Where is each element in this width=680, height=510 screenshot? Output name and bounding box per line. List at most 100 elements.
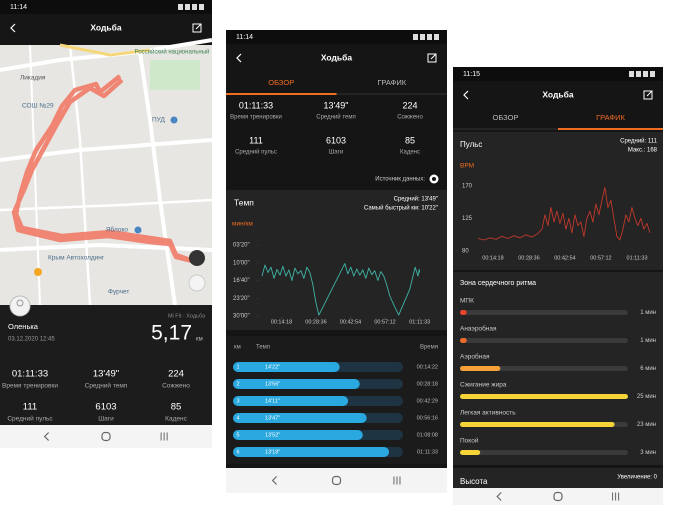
- date: 03.12.2020 12:45: [8, 337, 55, 343]
- km-label: 6: [236, 449, 239, 455]
- stat-value: 13'49": [93, 369, 119, 380]
- tab[interactable]: ГРАФИК: [596, 113, 625, 122]
- nav-home[interactable]: [101, 431, 111, 442]
- axis-label: мин/км: [232, 221, 253, 228]
- stat-label: Средний пульс: [7, 415, 53, 423]
- x-tick-label: 00:28:36: [518, 255, 539, 261]
- share-button[interactable]: [192, 23, 202, 33]
- route: [11, 74, 199, 265]
- nav-home[interactable]: [331, 475, 342, 486]
- share-button[interactable]: [643, 90, 653, 100]
- zone-time: 3 мин: [640, 450, 656, 456]
- stat-label: Время тренировки: [230, 115, 282, 121]
- bar: [233, 430, 363, 440]
- status-icon: [636, 71, 641, 77]
- stat-value: 224: [402, 100, 417, 110]
- x-tick-label: 00:14:18: [482, 255, 503, 261]
- zone-time: 23 мин: [637, 422, 656, 428]
- nav-home[interactable]: [553, 491, 563, 502]
- time-label: 01:11:33: [417, 449, 438, 455]
- time-label: 00:28:18: [417, 381, 438, 387]
- status-time: 11:15: [463, 71, 480, 78]
- table-header: Темп: [256, 345, 270, 351]
- status-icon: [643, 71, 648, 77]
- zone-name: МПК: [460, 298, 474, 305]
- nav-back[interactable]: [496, 492, 502, 501]
- status-icon: [420, 34, 425, 40]
- table-header: км: [234, 345, 241, 351]
- status-bar: [226, 30, 447, 44]
- map-label: Российский национальный: [135, 49, 210, 56]
- stat-value: 224: [168, 369, 184, 380]
- back-button[interactable]: [10, 23, 16, 33]
- x-tick-label: 00:28:36: [305, 319, 326, 325]
- status-icon: [413, 34, 418, 40]
- bar: [460, 366, 501, 371]
- bar: [460, 338, 467, 343]
- bar: [460, 394, 628, 399]
- zone-name: Покой: [460, 437, 479, 445]
- bar-track: [460, 450, 628, 455]
- tab[interactable]: ОБЗОР: [493, 113, 519, 122]
- time-label: 01:08:08: [417, 432, 438, 438]
- y-tick-label: 80: [462, 248, 469, 254]
- altitude-section: [453, 468, 663, 488]
- screen-title: Ходьба: [90, 22, 122, 32]
- axis-label: BPM: [460, 163, 474, 170]
- back-button[interactable]: [236, 53, 242, 63]
- bar: [233, 396, 349, 406]
- distance: 5,17: [151, 322, 192, 345]
- time-label: 00:56:16: [417, 415, 438, 421]
- section-title: Высота: [460, 477, 488, 486]
- nav-bar: [453, 488, 663, 505]
- tab[interactable]: ГРАФИК: [377, 78, 406, 87]
- y-tick-label: 170: [462, 184, 473, 190]
- pace-label: 13'56": [265, 381, 280, 387]
- map-pin: [134, 226, 142, 234]
- share-button[interactable]: [427, 53, 437, 63]
- zone-time: 6 мин: [640, 366, 656, 372]
- map-label: Яблоко: [106, 226, 129, 234]
- y-tick-label: 125: [462, 216, 473, 222]
- summary: Увеличение: 0: [617, 475, 657, 481]
- stat-value: 6103: [95, 402, 116, 413]
- km-label: 1: [236, 364, 239, 370]
- zone-name: Легкая активность: [460, 410, 516, 417]
- back-button[interactable]: [463, 90, 469, 100]
- bar: [460, 450, 481, 455]
- user-name: Оленька: [8, 322, 39, 331]
- zone-name: Сжигание жира: [460, 382, 507, 389]
- nav-back[interactable]: [271, 476, 278, 485]
- summary: Макс.: 168: [628, 148, 658, 154]
- map-label: Ликадия: [20, 75, 46, 82]
- summary: Средний: 111: [620, 138, 658, 145]
- y-tick-label: 10'00": [233, 260, 250, 266]
- data-line: [477, 186, 651, 241]
- zone-time: 25 мин: [637, 394, 656, 400]
- bar: [460, 422, 615, 427]
- status-bar: [0, 0, 212, 14]
- stat-value: 13'49": [324, 100, 349, 110]
- map-button[interactable]: [189, 250, 205, 266]
- pulse-section: [453, 132, 663, 270]
- tab[interactable]: ОБЗОР: [268, 78, 294, 87]
- zone-time: 1 мин: [640, 310, 656, 316]
- map-button[interactable]: [188, 274, 206, 292]
- nav-back[interactable]: [43, 432, 50, 441]
- status-icon: [650, 71, 655, 77]
- screen-title: Ходьба: [321, 52, 353, 62]
- stat-value: 6103: [326, 135, 346, 145]
- x-tick-label: 01:11:33: [627, 255, 648, 261]
- stat-label: Сожжено: [397, 115, 423, 121]
- y-tick-label: 30'00": [233, 314, 250, 320]
- status-icon: [629, 71, 634, 77]
- table-header: Время: [420, 345, 438, 351]
- section-title: Зона сердечного ритма: [460, 280, 536, 287]
- status-time: 11:14: [236, 34, 253, 41]
- tab-indicator: [558, 128, 663, 130]
- pace-label: 13'18": [265, 449, 280, 455]
- time-label: 00:42:29: [417, 398, 438, 404]
- km-label: 2: [236, 381, 239, 387]
- km-label: 4: [236, 415, 239, 421]
